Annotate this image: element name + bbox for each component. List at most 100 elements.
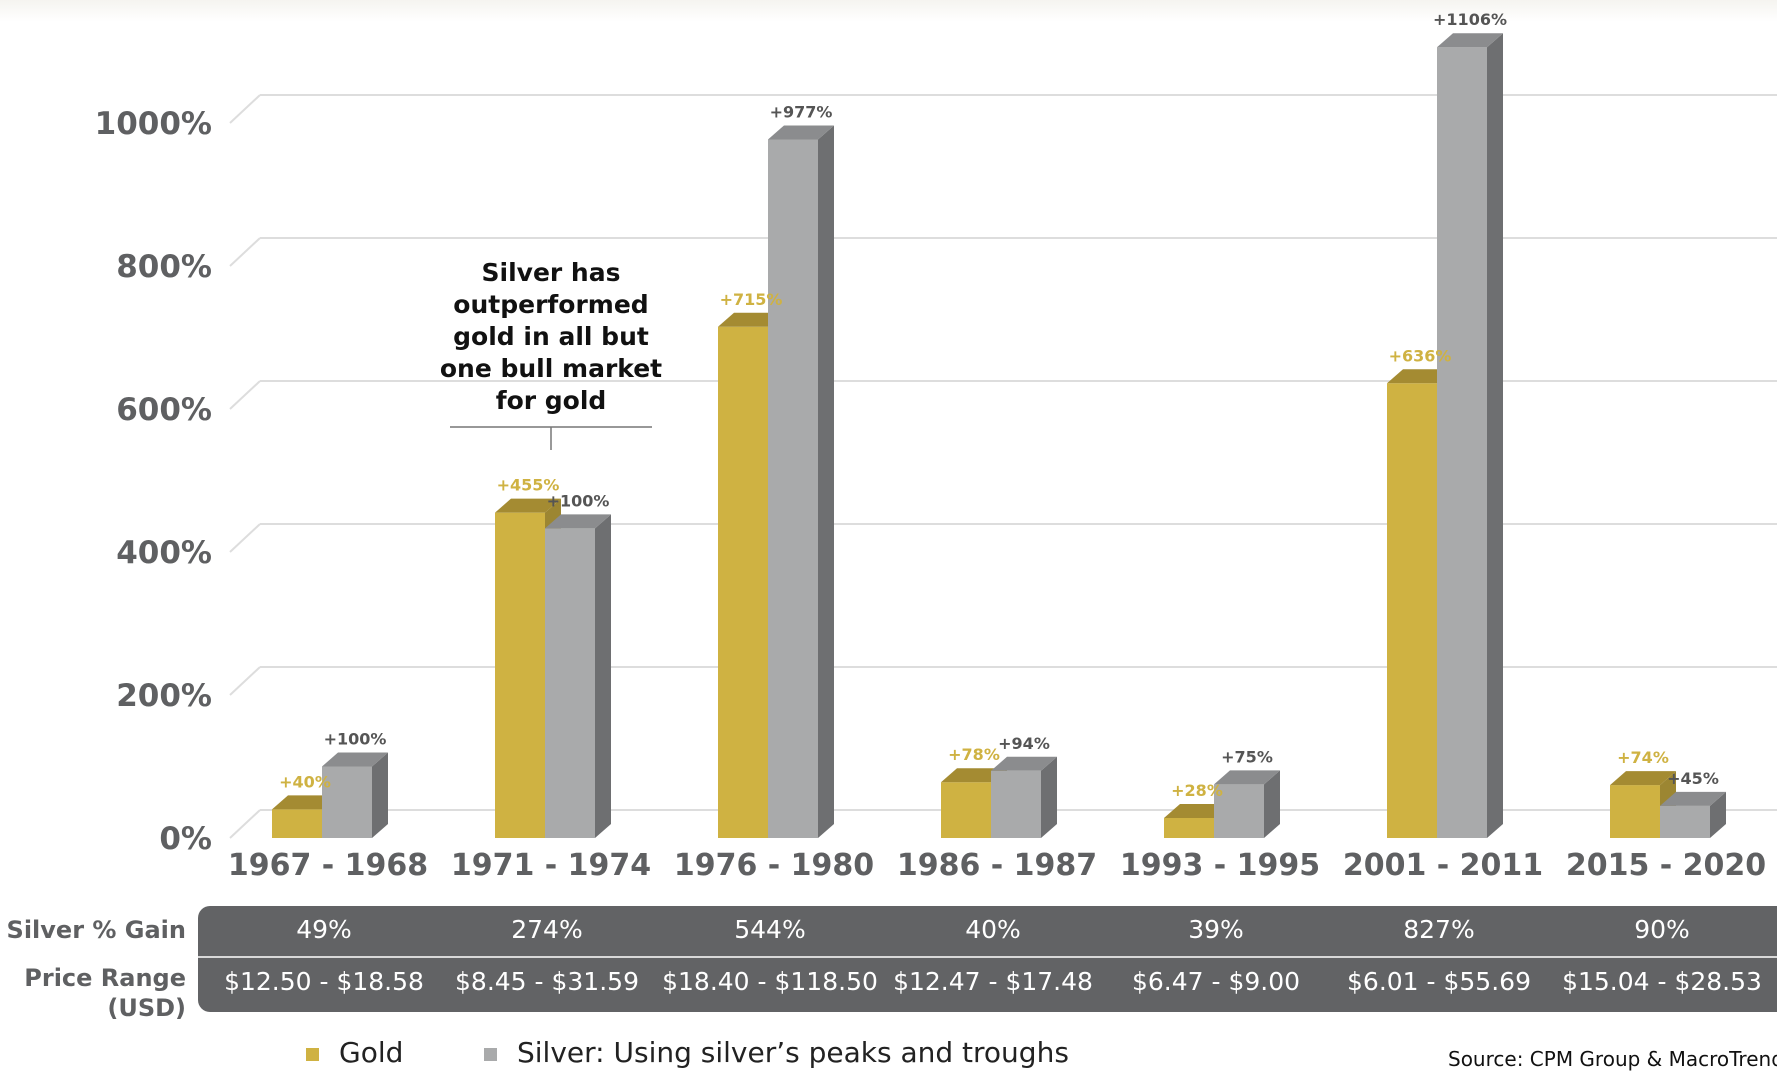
row-label-price-range: Price Range (USD) bbox=[24, 963, 186, 1023]
row-label-silver-gain: Silver % Gain bbox=[7, 915, 186, 945]
annotation-line: outperformed bbox=[453, 290, 648, 319]
silver-gain-cell: 827% bbox=[1403, 915, 1475, 944]
gold-bar-front bbox=[1164, 817, 1214, 838]
price-range-cell: $12.47 - $17.48 bbox=[893, 967, 1093, 996]
annotation-line: for gold bbox=[496, 386, 607, 415]
value-labels: +40%+100%+455%+100%+715%+977%+78%+94%+28… bbox=[279, 10, 1719, 800]
silver-value-label: +100% bbox=[547, 491, 610, 510]
gold-bar-top bbox=[1387, 369, 1453, 384]
silver-bar-top bbox=[1437, 33, 1503, 48]
row-label-line: (USD) bbox=[107, 994, 186, 1022]
gold-value-label: +28% bbox=[1171, 781, 1223, 800]
y-tick-label: 400% bbox=[116, 535, 212, 571]
gridline-depth-0 bbox=[229, 809, 261, 839]
gold-bar-top bbox=[495, 498, 561, 513]
x-tick-label: 1976 - 1980 bbox=[674, 848, 874, 883]
y-tick-label: 600% bbox=[116, 392, 212, 428]
bar-group-0 bbox=[272, 752, 388, 838]
gridline-depth-5 bbox=[229, 94, 261, 124]
x-tick-label: 1993 - 1995 bbox=[1120, 848, 1320, 883]
silver-bar-top bbox=[322, 752, 388, 767]
silver-value-label: +977% bbox=[770, 102, 833, 121]
gold-value-label: +636% bbox=[1389, 346, 1452, 365]
legend-swatch-silver bbox=[484, 1047, 497, 1061]
silver-bar-front bbox=[1214, 784, 1264, 838]
legend-swatch-gold bbox=[306, 1047, 319, 1061]
bars bbox=[272, 33, 1726, 838]
silver-bar-side bbox=[818, 125, 834, 838]
silver-gain-cell: 274% bbox=[511, 915, 583, 944]
gold-bar-front bbox=[941, 782, 991, 838]
price-range-cell: $6.47 - $9.00 bbox=[1131, 967, 1301, 996]
silver-bar-front bbox=[768, 139, 818, 838]
silver-value-label: +94% bbox=[998, 734, 1050, 753]
gold-bar-top bbox=[941, 768, 1007, 783]
y-tick-label: 200% bbox=[116, 678, 212, 714]
gold-bar-top bbox=[1610, 771, 1676, 786]
silver-gain-cell: 90% bbox=[1634, 915, 1690, 944]
annotation-line: gold in all but bbox=[453, 322, 649, 351]
gold-value-label: +40% bbox=[279, 772, 331, 791]
silver-bar-side bbox=[1264, 770, 1280, 838]
bar-group-3 bbox=[941, 756, 1057, 838]
price-range-cell: $12.50 - $18.58 bbox=[224, 967, 424, 996]
gold-value-label: +715% bbox=[720, 290, 783, 309]
silver-bar-side bbox=[1041, 756, 1057, 838]
silver-bar-top bbox=[1660, 791, 1726, 806]
gold-bar-front bbox=[1387, 383, 1437, 838]
row-label-line: Price Range bbox=[24, 964, 186, 992]
top-band bbox=[0, 0, 1777, 22]
gold-bar-top bbox=[1164, 803, 1230, 818]
y-axis: 0% 200% 400% 600% 800% 1000% bbox=[95, 106, 212, 857]
annotation-line: one bull market bbox=[440, 354, 662, 383]
gridline-depth-2 bbox=[229, 523, 261, 553]
gold-value-label: +455% bbox=[497, 476, 560, 495]
silver-value-label: +100% bbox=[324, 730, 387, 749]
bar-group-6 bbox=[1610, 771, 1726, 838]
silver-bar-top bbox=[991, 756, 1057, 771]
silver-value-label: +1106% bbox=[1433, 10, 1507, 29]
x-tick-label: 1967 - 1968 bbox=[228, 848, 428, 883]
silver-gain-cell: 40% bbox=[965, 915, 1021, 944]
price-range-cell: $18.40 - $118.50 bbox=[662, 967, 878, 996]
y-tick-label: 800% bbox=[116, 249, 212, 285]
silver-gain-cell: 544% bbox=[734, 915, 806, 944]
silver-bar-top bbox=[1214, 770, 1280, 785]
bar-group-4 bbox=[1164, 770, 1280, 838]
silver-gain-cell: 49% bbox=[296, 915, 352, 944]
bar-group-2 bbox=[718, 125, 834, 838]
silver-bar-front bbox=[322, 766, 372, 838]
silver-bar-front bbox=[1437, 47, 1487, 838]
row-label-line: Silver % Gain bbox=[6, 916, 186, 944]
gridline-depth-4 bbox=[229, 237, 261, 267]
x-axis: 1967 - 1968 1971 - 1974 1976 - 1980 1986 - … bbox=[228, 848, 1766, 883]
silver-bar-side bbox=[1487, 33, 1503, 838]
gold-bar-front bbox=[1610, 785, 1660, 838]
x-tick-label: 2015 - 2020 bbox=[1566, 848, 1766, 883]
legend-label-silver: Silver: Using silver’s peaks and troughs bbox=[517, 1036, 1069, 1069]
annotation: Silver has outperformed gold in all but one… bbox=[440, 258, 662, 450]
gridline-depth-3 bbox=[229, 380, 261, 410]
price-range-cell: $15.04 - $28.53 bbox=[1562, 967, 1762, 996]
x-tick-label: 2001 - 2011 bbox=[1343, 848, 1543, 883]
y-tick-label: 1000% bbox=[95, 106, 212, 142]
silver-gain-cell: 39% bbox=[1188, 915, 1244, 944]
silver-bar-side bbox=[1710, 791, 1726, 838]
gold-value-label: +78% bbox=[948, 745, 1000, 764]
gold-bar-top bbox=[718, 312, 784, 327]
silver-value-label: +45% bbox=[1667, 769, 1719, 788]
gold-bar-top bbox=[272, 795, 338, 810]
silver-bar-side bbox=[372, 752, 388, 838]
gold-bar-front bbox=[495, 512, 545, 838]
gold-bar-front bbox=[718, 326, 768, 838]
legend-item-silver: Silver: Using silver’s peaks and troughs bbox=[484, 1036, 1069, 1069]
bar-group-1 bbox=[495, 498, 611, 838]
silver-bar-front bbox=[1660, 805, 1710, 838]
silver-bar-top bbox=[545, 514, 611, 529]
gridline-depth-1 bbox=[229, 666, 261, 696]
silver-bar-side bbox=[595, 514, 611, 838]
table-divider bbox=[198, 956, 1777, 958]
bar-chart: 0%200%400%600%800%1000% +40%+100%+455%+1… bbox=[95, 10, 1777, 883]
y-tick-label: 0% bbox=[159, 821, 212, 857]
legend-item-gold: Gold bbox=[306, 1036, 403, 1069]
